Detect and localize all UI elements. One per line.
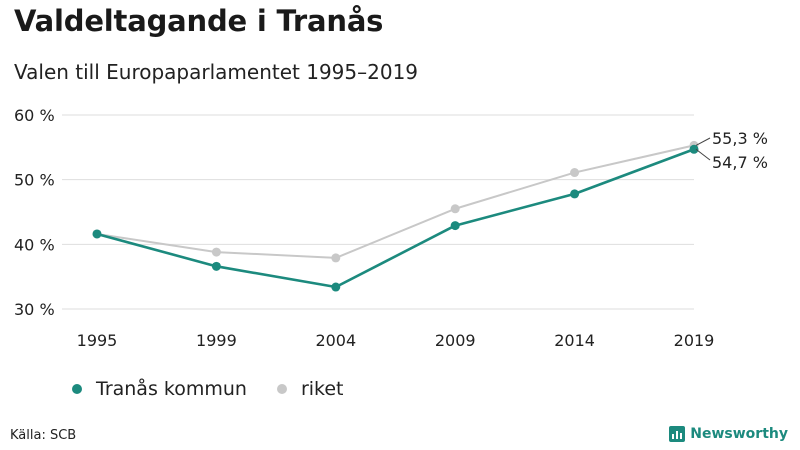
x-tick-label: 2019 [674,331,715,350]
end-label-riket: 55,3 % [712,129,768,148]
series-line-riket [96,144,695,259]
x-tick-label: 2009 [435,331,476,350]
leader-line-riket [695,137,711,146]
y-tick-label: 60 % [14,106,55,125]
legend-marker-riket [276,384,287,394]
chart-subtitle: Valen till Europaparlamentet 1995–2019 [14,60,419,84]
bar-chart-icon [669,426,686,442]
legend-label-riket: riket [300,378,344,400]
x-tick-label: 2004 [315,331,356,350]
y-tick-label: 40 % [14,235,55,254]
legend-item-kommun: Tranås kommun [72,378,247,400]
legend-item-riket: riket [276,378,344,400]
legend: Tranås kommun riket [72,378,374,400]
chart-title: Valdeltagande i Tranås [14,4,384,38]
y-tick-label: 50 % [14,171,55,190]
brand-logo: Newsworthy [669,426,788,442]
brand-name: Newsworthy [690,426,788,442]
line-chart: 30 % 40 % 50 % 60 % 1995 1999 2004 2009 2014 2019… [14,106,768,350]
x-tick-label: 1995 [77,331,118,350]
x-tick-label: 1999 [196,331,237,350]
data-point-kommun [450,221,460,231]
data-point-riket [450,204,460,214]
data-point-riket [211,247,221,257]
data-point-riket [331,253,341,263]
x-tick-label: 2014 [554,331,595,350]
end-label-kommun: 54,7 % [712,153,768,172]
series-line-kommun [96,148,695,289]
data-point-kommun [331,282,341,292]
y-tick-label: 30 % [14,300,55,319]
data-point-kommun [92,229,102,239]
data-point-riket [570,168,580,178]
legend-label-kommun: Tranås kommun [96,378,247,400]
source-note: Källa: SCB [10,428,77,443]
data-point-kommun [689,144,699,154]
leader-line-kommun [695,148,711,161]
legend-marker-kommun [72,384,82,394]
data-point-kommun [570,189,580,199]
data-point-kommun [211,261,221,271]
